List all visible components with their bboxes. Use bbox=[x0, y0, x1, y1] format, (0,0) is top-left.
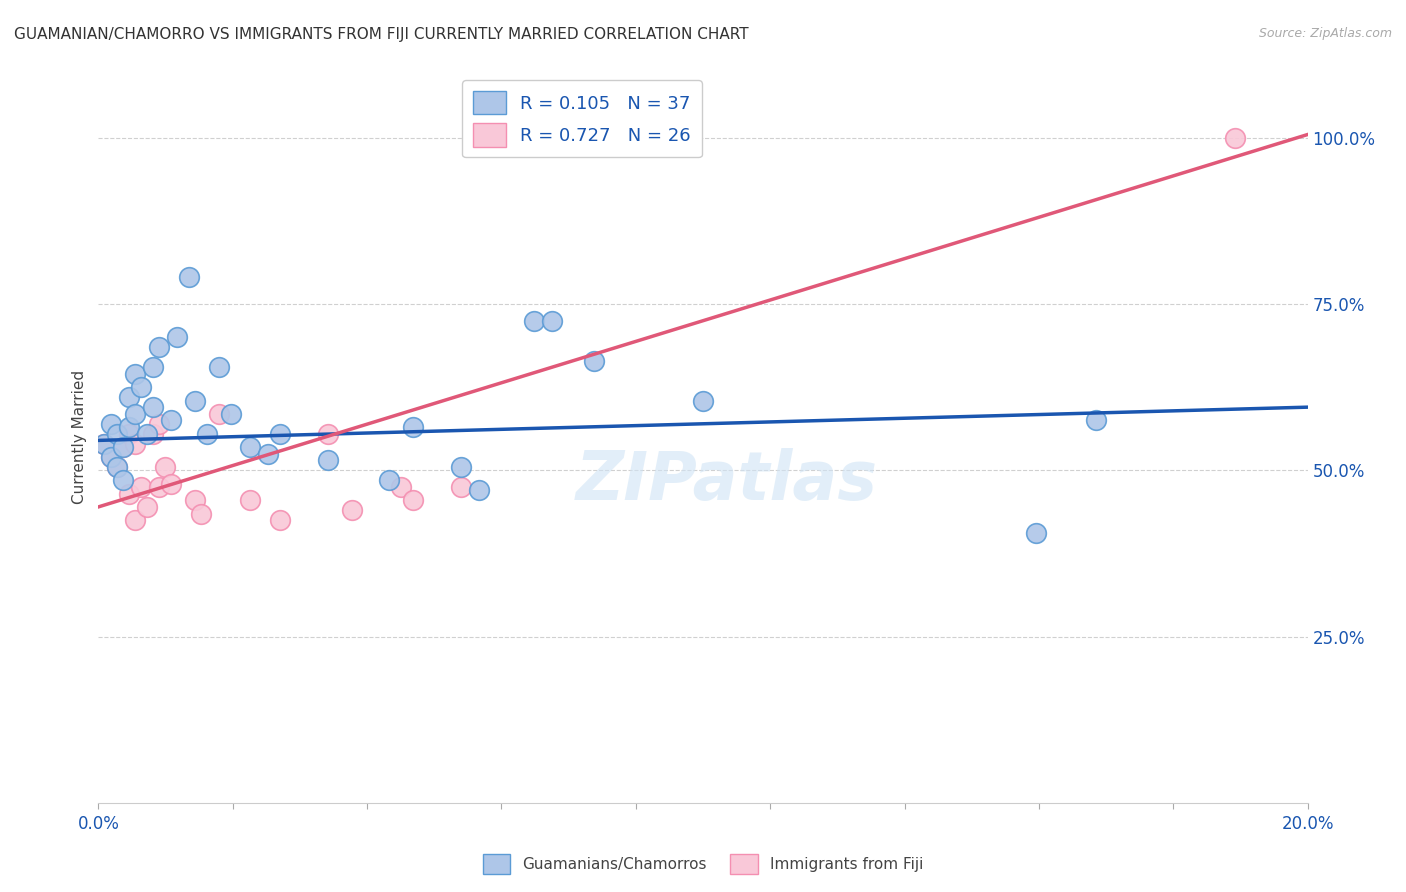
Point bbox=[124, 407, 146, 421]
Point bbox=[105, 426, 128, 441]
Point bbox=[269, 513, 291, 527]
Point bbox=[450, 480, 472, 494]
Point bbox=[124, 367, 146, 381]
Point bbox=[208, 407, 231, 421]
Point bbox=[100, 450, 122, 464]
Point bbox=[540, 314, 562, 328]
Point bbox=[105, 460, 128, 475]
Point bbox=[148, 417, 170, 431]
Point bbox=[135, 500, 157, 514]
Text: Source: ZipAtlas.com: Source: ZipAtlas.com bbox=[1258, 27, 1392, 40]
Point bbox=[692, 393, 714, 408]
Point bbox=[142, 360, 165, 375]
Point bbox=[377, 473, 399, 487]
Point bbox=[100, 417, 122, 431]
Point bbox=[166, 330, 188, 344]
Point bbox=[221, 407, 243, 421]
Point bbox=[148, 480, 170, 494]
Y-axis label: Currently Married: Currently Married bbox=[72, 370, 87, 504]
Point bbox=[1223, 131, 1246, 145]
Point bbox=[129, 380, 152, 394]
Point bbox=[342, 503, 364, 517]
Legend: Guamanians/Chamorros, Immigrants from Fiji: Guamanians/Chamorros, Immigrants from Fi… bbox=[477, 848, 929, 880]
Point bbox=[184, 393, 207, 408]
Point bbox=[1085, 413, 1108, 427]
Point bbox=[111, 440, 134, 454]
Point bbox=[100, 450, 122, 464]
Point bbox=[93, 436, 115, 450]
Point bbox=[118, 390, 141, 404]
Point bbox=[129, 480, 152, 494]
Point bbox=[402, 420, 425, 434]
Point bbox=[124, 436, 146, 450]
Point bbox=[118, 426, 141, 441]
Point bbox=[153, 460, 176, 475]
Point bbox=[148, 340, 170, 354]
Point bbox=[208, 360, 231, 375]
Point bbox=[269, 426, 291, 441]
Point bbox=[160, 413, 183, 427]
Point bbox=[93, 436, 115, 450]
Point bbox=[184, 493, 207, 508]
Point bbox=[256, 447, 278, 461]
Text: ZIPatlas: ZIPatlas bbox=[576, 448, 879, 514]
Point bbox=[105, 460, 128, 475]
Point bbox=[111, 440, 134, 454]
Point bbox=[190, 507, 212, 521]
Text: GUAMANIAN/CHAMORRO VS IMMIGRANTS FROM FIJI CURRENTLY MARRIED CORRELATION CHART: GUAMANIAN/CHAMORRO VS IMMIGRANTS FROM FI… bbox=[14, 27, 748, 42]
Point bbox=[389, 480, 412, 494]
Point bbox=[239, 440, 262, 454]
Point bbox=[523, 314, 546, 328]
Point bbox=[583, 353, 606, 368]
Point bbox=[142, 426, 165, 441]
Point bbox=[124, 513, 146, 527]
Point bbox=[468, 483, 491, 498]
Legend: R = 0.105   N = 37, R = 0.727   N = 26: R = 0.105 N = 37, R = 0.727 N = 26 bbox=[463, 80, 702, 158]
Point bbox=[135, 426, 157, 441]
Point bbox=[179, 270, 201, 285]
Point bbox=[316, 453, 339, 467]
Point bbox=[239, 493, 262, 508]
Point bbox=[160, 476, 183, 491]
Point bbox=[1024, 526, 1046, 541]
Point bbox=[118, 420, 141, 434]
Point bbox=[402, 493, 425, 508]
Point bbox=[111, 473, 134, 487]
Point bbox=[195, 426, 218, 441]
Point bbox=[450, 460, 472, 475]
Point bbox=[118, 486, 141, 500]
Point bbox=[316, 426, 339, 441]
Point bbox=[142, 400, 165, 414]
